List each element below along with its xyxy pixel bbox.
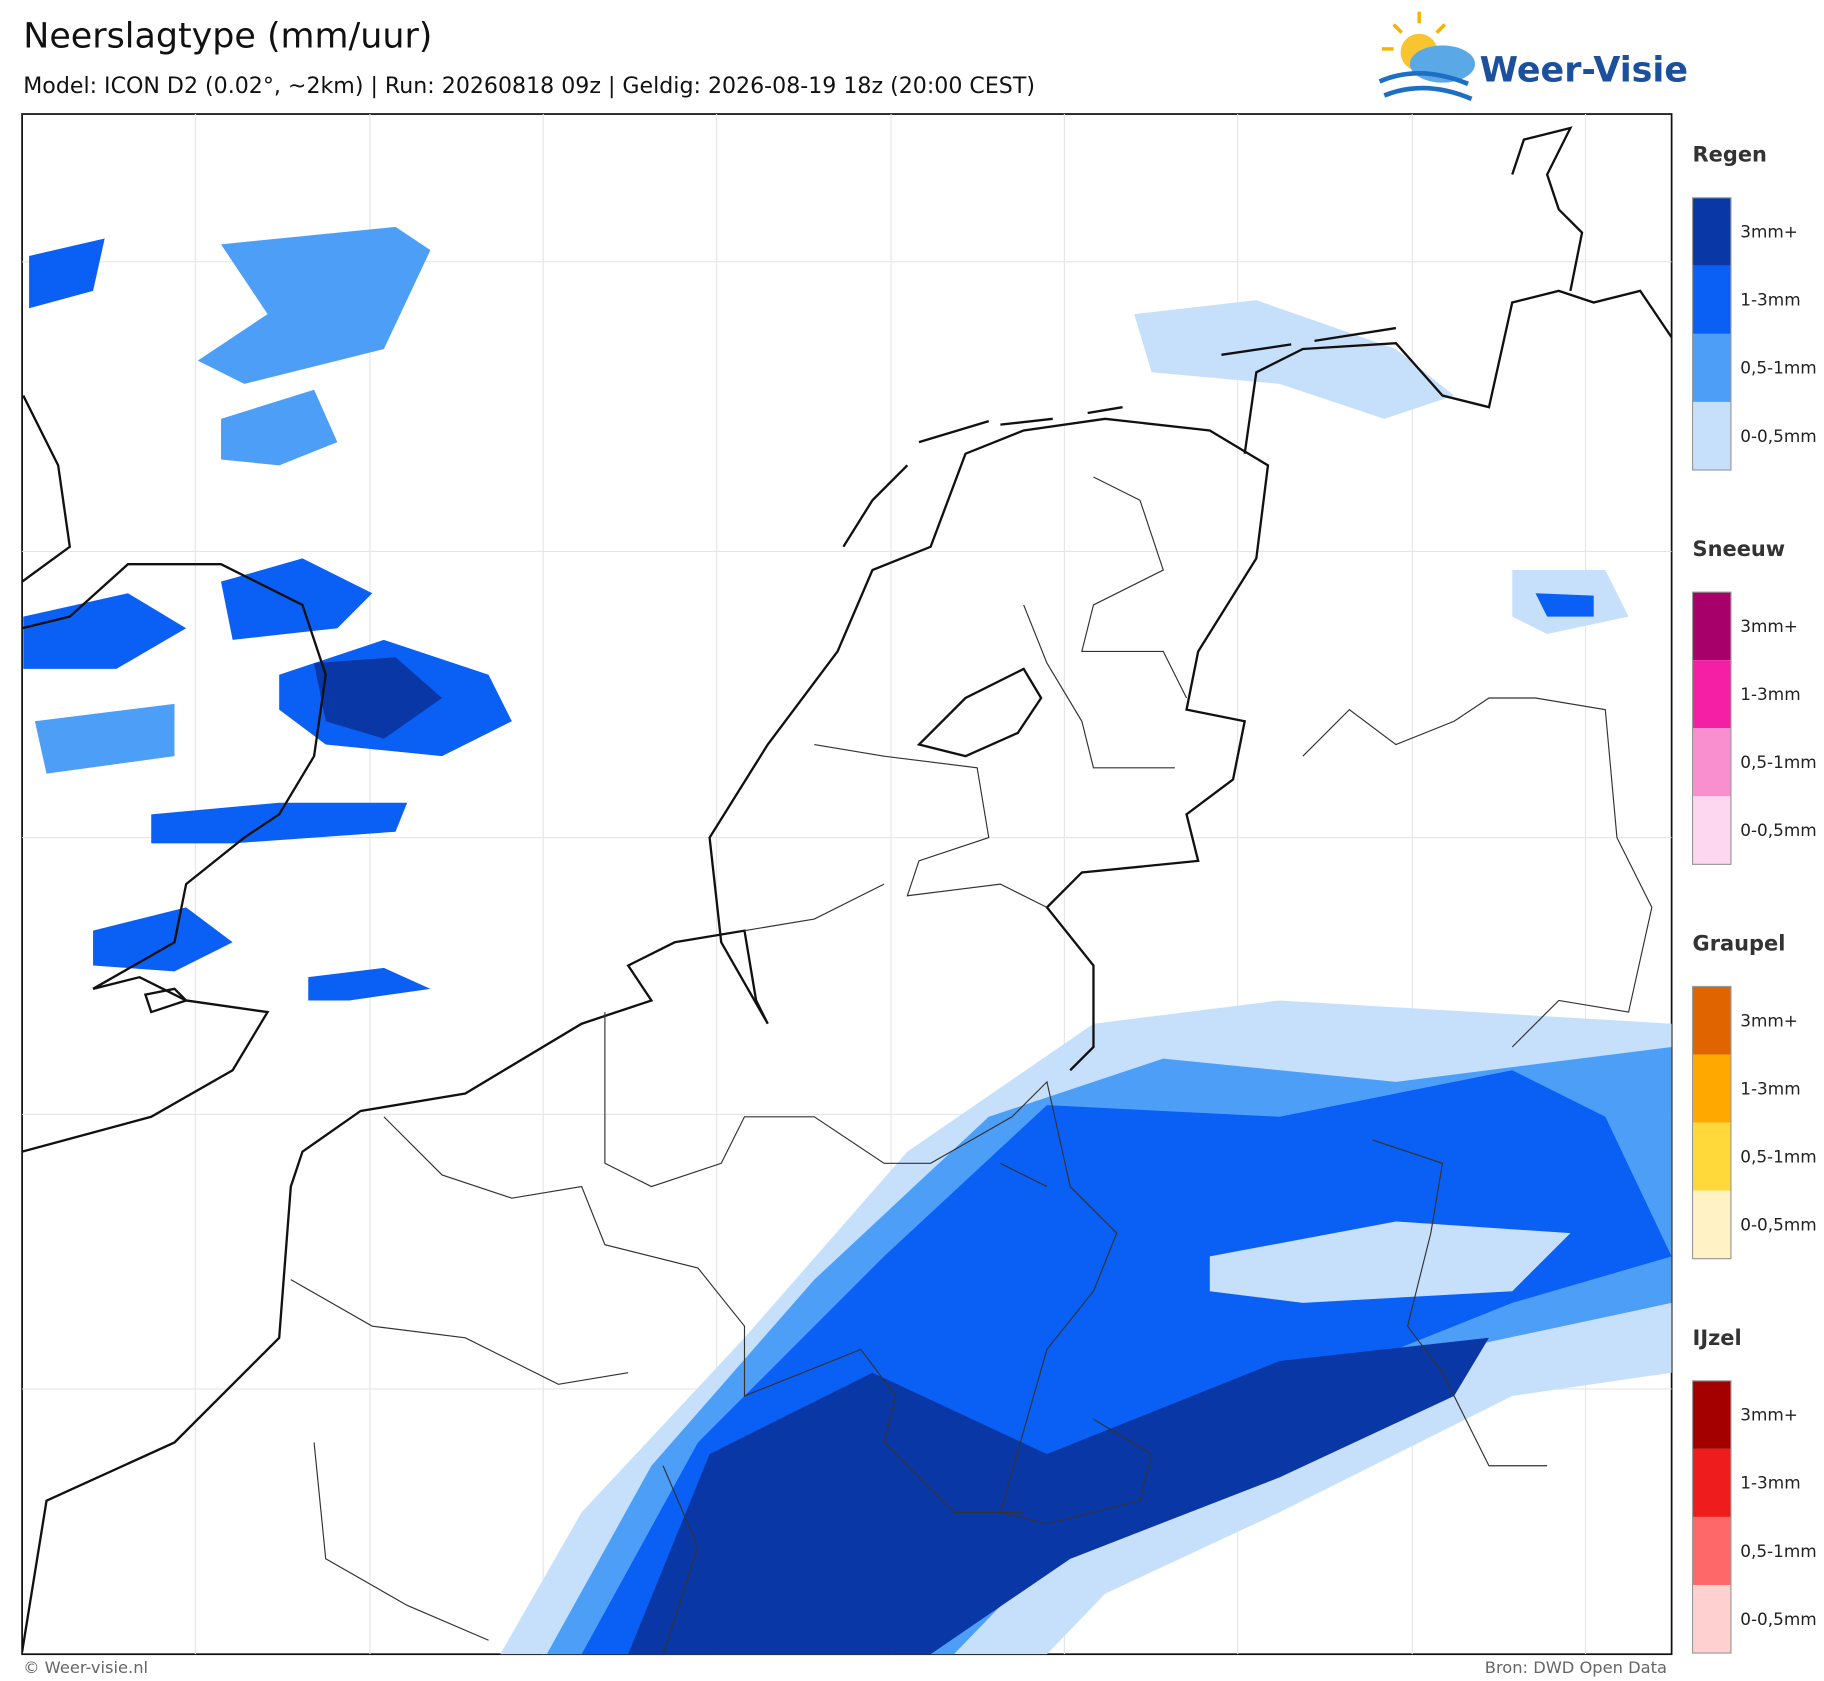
footer-source: Bron: DWD Open Data — [1485, 1658, 1667, 1677]
legend-label: 1-3mm — [1740, 1078, 1800, 1098]
legend-swatch — [1692, 1122, 1731, 1191]
legend-swatch — [1692, 265, 1731, 334]
legend-label: 0-0,5mm — [1740, 426, 1816, 446]
legend-swatch-border — [1691, 591, 1732, 865]
coastlines — [22, 126, 1672, 1653]
legend-swatch — [1692, 1516, 1731, 1585]
borders — [290, 476, 1653, 1655]
legend-swatch — [1692, 1584, 1731, 1654]
legend-label: 1-3mm — [1740, 684, 1800, 704]
legend-swatch — [1692, 1448, 1731, 1517]
legend-label: 0,5-1mm — [1740, 1541, 1816, 1561]
legend-label: 0-0,5mm — [1740, 1609, 1816, 1629]
legend-label: 1-3mm — [1740, 290, 1800, 310]
legend-swatch — [1692, 1054, 1731, 1123]
legend-title: Sneeuw — [1693, 537, 1786, 561]
logo-text: Weer-Visie — [1480, 50, 1688, 90]
legend-label: 3mm+ — [1740, 1405, 1798, 1425]
legend-label: 3mm+ — [1740, 1010, 1798, 1030]
legend-swatch — [1692, 660, 1731, 729]
subtitle: Model: ICON D2 (0.02°, ~2km) | Run: 2026… — [23, 73, 1035, 99]
legend-label: 3mm+ — [1740, 222, 1798, 242]
legend-swatch — [1692, 592, 1731, 661]
legend-label: 1-3mm — [1740, 1473, 1800, 1493]
legend-swatch — [1692, 401, 1731, 470]
footer-credit: © Weer-visie.nl — [23, 1658, 148, 1677]
legend-label: 3mm+ — [1740, 616, 1798, 636]
title: Neerslagtype (mm/uur) — [23, 17, 432, 57]
legend-title: Graupel — [1693, 931, 1786, 955]
legend-label: 0,5-1mm — [1740, 358, 1816, 378]
legend-swatch — [1692, 1190, 1731, 1259]
legend-label: 0-0,5mm — [1740, 1214, 1816, 1234]
legend-swatch — [1692, 1380, 1731, 1449]
rain-field — [23, 226, 1672, 1655]
legend-label: 0,5-1mm — [1740, 752, 1816, 772]
legend-swatch — [1692, 333, 1731, 402]
logo: Weer-Visie — [1378, 11, 1688, 102]
legend-title: Regen — [1693, 143, 1767, 167]
legend-swatch — [1692, 197, 1731, 266]
legend-swatch — [1692, 728, 1731, 797]
legend-label: 0-0,5mm — [1740, 820, 1816, 840]
legend-swatch — [1692, 986, 1731, 1055]
legend-swatch-border — [1691, 1380, 1732, 1654]
legend: Regen 3mm+ 1-3mm 0,5-1mm 0-0,5mm Sneeuw 3mm+ 1-… — [1691, 143, 1817, 1654]
legend-label: 0,5-1mm — [1740, 1146, 1816, 1166]
legend-swatch — [1692, 796, 1731, 865]
legend-swatch-border — [1691, 197, 1732, 471]
legend-title: IJzel — [1693, 1326, 1742, 1350]
map — [21, 113, 1673, 1656]
legend-swatch-border — [1691, 985, 1732, 1260]
